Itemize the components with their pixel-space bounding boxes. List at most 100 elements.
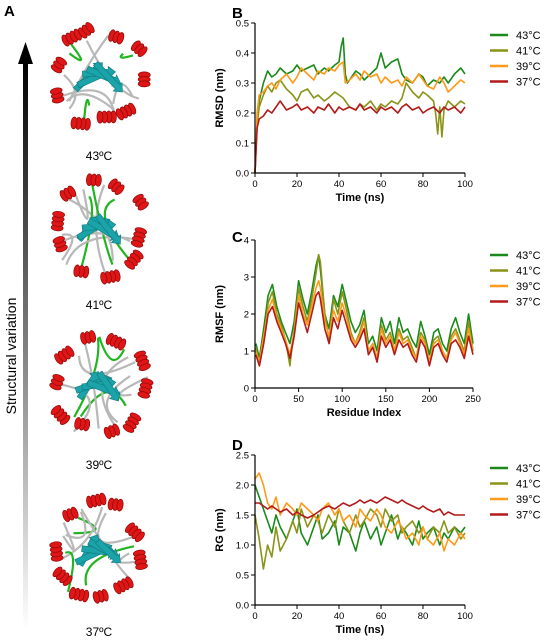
protein-structure <box>50 173 149 285</box>
alpha-helix <box>105 332 127 351</box>
y-tick-label: 2.0 <box>236 481 249 492</box>
x-tick-label: 150 <box>378 394 394 405</box>
arrow-head-icon <box>18 42 33 64</box>
helix-turn <box>138 363 151 371</box>
panel-a-letter: A <box>4 3 15 20</box>
series-line-43 <box>254 484 466 552</box>
panel-b-letter: B <box>232 5 243 22</box>
x-tick-label: 60 <box>376 179 387 190</box>
coil-segment <box>119 52 134 59</box>
helix-turn <box>70 506 79 519</box>
helix-turn <box>74 417 82 430</box>
alpha-helix <box>130 227 147 248</box>
legend-label-37: 37°C <box>516 297 541 309</box>
protein-structures <box>49 22 154 604</box>
y-axis-title: RMSD (nm) <box>214 68 226 128</box>
chart-d: D 0 20 40 60 80 100 0.0 0.5 1.0 1.5 2.0 2.5 Time (ns)… <box>214 437 541 636</box>
alpha-helix <box>124 522 145 543</box>
legend: 43°C 41°C 39°C 37°C <box>490 463 541 522</box>
y-tick-label: 1 <box>244 347 249 358</box>
legend-label-43: 43°C <box>516 463 541 475</box>
helix-turn <box>124 259 135 270</box>
helix-turn <box>55 56 67 66</box>
helix-turn <box>52 374 65 382</box>
x-tick-label: 80 <box>418 179 429 190</box>
coil-segment <box>84 545 135 586</box>
helix-turn <box>100 271 108 285</box>
alpha-helix <box>130 40 148 57</box>
helix-turn <box>50 405 62 415</box>
x-axis-title: Time (ns) <box>336 192 385 204</box>
series-line-41 <box>254 508 466 570</box>
y-tick-label: 1.5 <box>236 511 249 522</box>
helix-turn <box>135 562 148 570</box>
x-tick-label: 0 <box>252 394 257 405</box>
helix-turn <box>116 32 125 45</box>
y-tick-label: 0.4 <box>236 49 249 60</box>
beta-sheet-strand <box>94 213 122 245</box>
helix-turn <box>92 591 100 604</box>
alpha-helix <box>50 56 67 74</box>
helix-turn <box>122 424 135 433</box>
legend-label-43: 43°C <box>516 30 541 42</box>
y-tick-label: 0.2 <box>236 109 249 120</box>
helix-turn <box>103 426 112 439</box>
beta-sheet-strand <box>96 370 120 402</box>
x-tick-label: 250 <box>465 394 481 405</box>
x-tick-label: 20 <box>292 611 303 622</box>
x-tick-label: 50 <box>293 394 304 405</box>
structural-variation-arrow <box>23 62 28 630</box>
alpha-helix <box>49 541 64 562</box>
alpha-helix <box>62 506 79 523</box>
alpha-helix <box>137 71 151 88</box>
structure-label-37: 37ºC <box>86 625 113 639</box>
legend-label-41: 41°C <box>516 46 541 58</box>
legend-label-37: 37°C <box>516 510 541 522</box>
series-line-41 <box>254 79 466 174</box>
protein-structure <box>49 330 154 439</box>
y-tick-label: 4 <box>244 236 249 247</box>
x-tick-label: 20 <box>292 179 303 190</box>
alpha-helix <box>50 210 65 232</box>
coil-segment <box>73 189 89 220</box>
alpha-helix <box>70 116 91 131</box>
helix-turn <box>85 22 95 34</box>
helix-turn <box>95 173 102 187</box>
x-tick-label: 40 <box>334 179 345 190</box>
alpha-helix <box>96 110 117 124</box>
alpha-helix <box>113 576 134 595</box>
chart-c: C 0 50 100 150 200 250 0 1 2 3 4 Residue Index RMSF (… <box>214 229 541 419</box>
helix-turn <box>137 46 148 57</box>
x-tick-label: 40 <box>334 611 345 622</box>
x-tick-label: 60 <box>376 611 387 622</box>
alpha-helix <box>73 264 90 279</box>
y-axis-title: RG (nm) <box>214 508 226 552</box>
legend-label-37: 37°C <box>516 77 541 89</box>
beta-sheet-strand <box>92 61 123 93</box>
alpha-helix <box>107 497 124 512</box>
alpha-helix <box>74 417 91 432</box>
series-line-39 <box>254 472 466 552</box>
helix-turn <box>73 264 81 278</box>
legend-label-41: 41°C <box>516 266 541 278</box>
y-tick-label: 0.0 <box>236 601 249 612</box>
panel-c-letter: C <box>232 229 243 246</box>
coil-segment <box>68 35 110 102</box>
series-line-37 <box>255 290 474 367</box>
x-tick-label: 100 <box>457 179 473 190</box>
x-tick-label: 100 <box>457 611 473 622</box>
helix-turn <box>96 110 104 124</box>
alpha-helix <box>124 249 144 270</box>
alpha-helix <box>132 193 149 211</box>
protein-structure <box>49 492 148 604</box>
x-tick-label: 80 <box>418 611 429 622</box>
helix-turn <box>137 391 150 399</box>
series-line-37 <box>255 496 465 519</box>
alpha-helix <box>86 492 107 509</box>
alpha-helix <box>61 28 82 47</box>
coil-segment <box>64 551 75 593</box>
alpha-helix <box>103 423 120 439</box>
x-tick-label: 0 <box>252 179 257 190</box>
helix-turn <box>99 492 107 506</box>
